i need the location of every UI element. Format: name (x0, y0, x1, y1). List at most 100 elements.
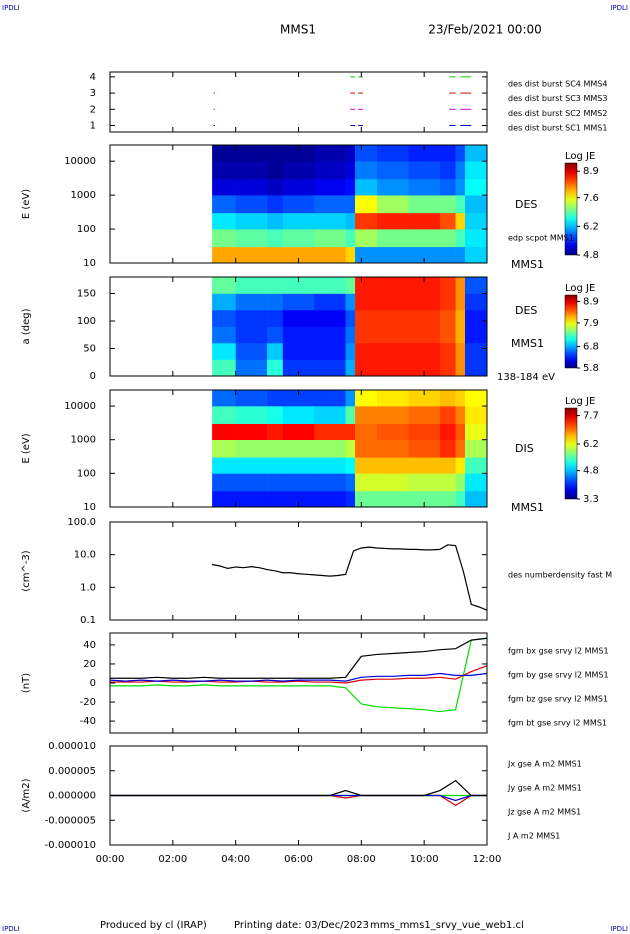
spectrogram-cell (212, 178, 236, 196)
spectrogram-cell (439, 473, 456, 492)
spectrogram-cell (408, 145, 441, 162)
legend-entry: des dist burst SC3 MMS3 (508, 94, 607, 103)
colorbar-tick-label: 4.8 (583, 250, 599, 261)
spectrogram-cell (465, 490, 488, 508)
colorbar (564, 294, 578, 369)
spectrogram-cell (377, 390, 409, 407)
spectrogram-cell (282, 439, 315, 458)
spectrogram-cell (235, 473, 268, 492)
spectrogram-cell (355, 343, 378, 360)
legend-entry: Jy gse A m2 MMS1 (507, 784, 582, 793)
date-title: 23/Feb/2021 00:00 (428, 23, 542, 37)
x-tick-label: 12:00 (473, 854, 502, 865)
spectrogram-cell (345, 473, 356, 492)
y-tick-label: 10 (83, 258, 96, 269)
spectrogram-cell (212, 310, 236, 327)
spectrogram-cell (282, 310, 315, 327)
spectrogram-cell (408, 293, 441, 311)
spectrogram-cell (314, 161, 346, 180)
panel-frame (109, 71, 488, 133)
spectrogram-cell (355, 473, 378, 492)
spectrogram-cell (465, 473, 488, 492)
spectrogram-cell (212, 423, 236, 441)
spectrogram-cell (439, 246, 456, 264)
spectrogram-cell (267, 145, 284, 162)
series-line (110, 637, 488, 713)
spectrogram-cell (355, 212, 378, 230)
spectrogram-cell (439, 212, 456, 230)
spectrogram-cell (267, 246, 284, 264)
legend-entry: fgm by gse srvy l2 MMS1 (508, 671, 609, 680)
spectrogram-cell (455, 423, 466, 441)
spectrogram-cell (314, 359, 346, 377)
colorbar-tick-label: 7.9 (583, 318, 599, 329)
colorbar (564, 407, 578, 500)
y-axis-label: (cm^-3) (21, 550, 32, 591)
spectrogram-cell (267, 212, 284, 230)
spectrogram-cell (439, 390, 456, 407)
spectrogram-cell (235, 490, 268, 508)
legend-entry: des dist burst SC2 MMS2 (508, 109, 607, 118)
spectrogram-cell (465, 326, 488, 344)
spectrogram-cell (235, 229, 268, 248)
spectrogram-cell (235, 178, 268, 196)
spectrogram-cell (267, 406, 284, 424)
spectrogram-cell (377, 293, 409, 311)
spectrogram-cell (314, 293, 346, 311)
spectrogram-cell (267, 490, 284, 508)
series-line (110, 637, 488, 679)
spectrogram-cell (345, 406, 356, 424)
spectrogram-cell (408, 423, 441, 441)
spectrogram-cell (455, 246, 466, 264)
spectrogram-cell (212, 359, 236, 377)
spectrogram-cell (267, 423, 284, 441)
spectrogram-cell (439, 178, 456, 196)
corner-label: IPDLI (610, 4, 628, 12)
spectrogram-cell (355, 310, 378, 327)
spectrogram-cell (465, 439, 488, 458)
colorbar-label: Log JE (565, 151, 595, 162)
spectrogram-cell (235, 359, 268, 377)
spectrogram-cell (235, 212, 268, 230)
spectrogram-cell (465, 390, 488, 407)
spectrogram-cell (267, 359, 284, 377)
spectrogram-cell (267, 473, 284, 492)
spectrogram-cell (355, 195, 378, 214)
spectrogram-cell (345, 423, 356, 441)
spectrogram-cell (439, 343, 456, 360)
spectrogram-cell (314, 195, 346, 214)
y-tick-label: 1000 (71, 190, 96, 201)
y-tick-label: 0 (90, 371, 96, 382)
spectrogram-cell (377, 423, 409, 441)
spectrogram-cell (235, 145, 268, 162)
y-tick-label: 2 (90, 104, 96, 115)
spectrogram-cell (212, 212, 236, 230)
spectrogram-cell (465, 406, 488, 424)
corner-label: IPDLI (2, 4, 20, 12)
spectrogram-cell (455, 473, 466, 492)
spectrogram-cell (355, 229, 378, 248)
spectrogram-cell (345, 326, 356, 344)
spectrogram-cell (408, 343, 441, 360)
spectrogram-cell (267, 343, 284, 360)
x-tick-label: 02:00 (158, 854, 187, 865)
spectrogram-cell (235, 277, 268, 294)
spectrogram-cell (439, 161, 456, 180)
spectrogram-cell (377, 246, 409, 264)
spectrogram-cell (465, 229, 488, 248)
spectrogram-cell (377, 161, 409, 180)
colorbar (564, 162, 578, 256)
spectrogram-cell (455, 406, 466, 424)
panel: Log JE 4.8 6.2 7.6 8.9 DES edp scpot MMS1 MMS1 1… (21, 144, 599, 271)
spectrogram-cell (282, 343, 315, 360)
legend-entry: des numberdensity fast M (508, 571, 612, 580)
spectrogram-cell (282, 161, 315, 180)
spectrogram-cell (439, 277, 456, 294)
spectrogram-cell (314, 490, 346, 508)
spectrogram-cell (282, 195, 315, 214)
corner-label: IPDLI (610, 925, 628, 933)
panel-label: MMS1 (511, 337, 544, 350)
colorbar-label: Log JE (565, 283, 595, 294)
spectrogram-cell (408, 212, 441, 230)
spectrogram-cell (314, 229, 346, 248)
